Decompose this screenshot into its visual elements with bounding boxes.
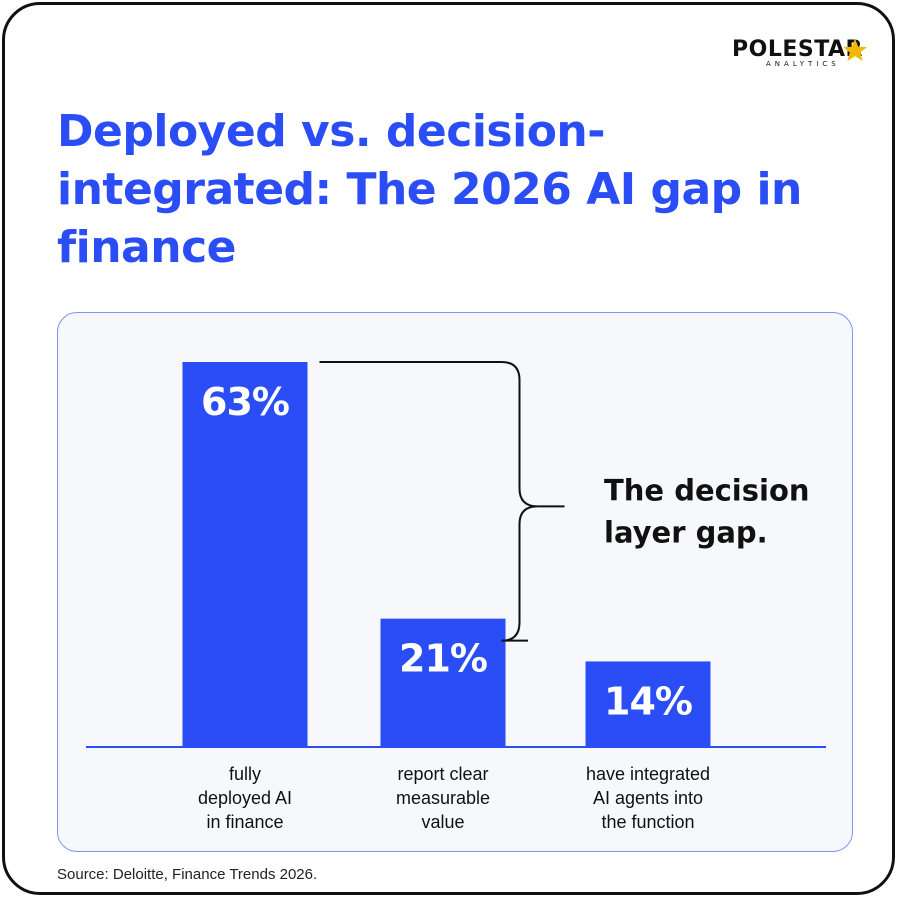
source-note: Source: Deloitte, Finance Trends 2026. bbox=[57, 866, 318, 883]
data-label-3: 14% bbox=[604, 679, 692, 723]
category-label-3-line-3: the function bbox=[601, 812, 694, 832]
annotation-line-2: layer gap. bbox=[604, 515, 768, 549]
category-label-1-line-1: fully bbox=[229, 764, 261, 784]
brand-logo: POLESTAR ANALYTICS bbox=[732, 37, 872, 71]
page-title: Deployed vs. decision-integrated: The 20… bbox=[57, 106, 802, 273]
brand-name: POLESTAR bbox=[732, 37, 863, 62]
chart-panel: 63% fully deployed AI in finance 21% report c… bbox=[57, 312, 853, 852]
annotation-line-1: The decision bbox=[604, 473, 810, 507]
data-label-2: 21% bbox=[399, 637, 487, 681]
bar-chart: 63% fully deployed AI in finance 21% report c… bbox=[86, 361, 826, 832]
star-icon bbox=[843, 38, 867, 62]
category-label-2-line-3: value bbox=[421, 812, 464, 832]
category-label-3-line-1: have integrated bbox=[586, 764, 710, 784]
star-icon-shape bbox=[843, 38, 867, 62]
category-label-2-line-1: report clear bbox=[397, 764, 488, 784]
category-label-1-line-2: deployed AI bbox=[198, 788, 292, 808]
category-label-3-line-2: AI agents into bbox=[593, 788, 703, 808]
brand-sub: ANALYTICS bbox=[766, 60, 840, 68]
bar-1 bbox=[182, 362, 308, 747]
data-label-1: 63% bbox=[201, 380, 289, 424]
bar-2 bbox=[380, 618, 506, 747]
category-label-1-line-3: in finance bbox=[206, 812, 283, 832]
category-label-2-line-2: measurable bbox=[396, 788, 490, 808]
gap-bracket bbox=[319, 361, 538, 642]
bar-3 bbox=[585, 661, 711, 747]
